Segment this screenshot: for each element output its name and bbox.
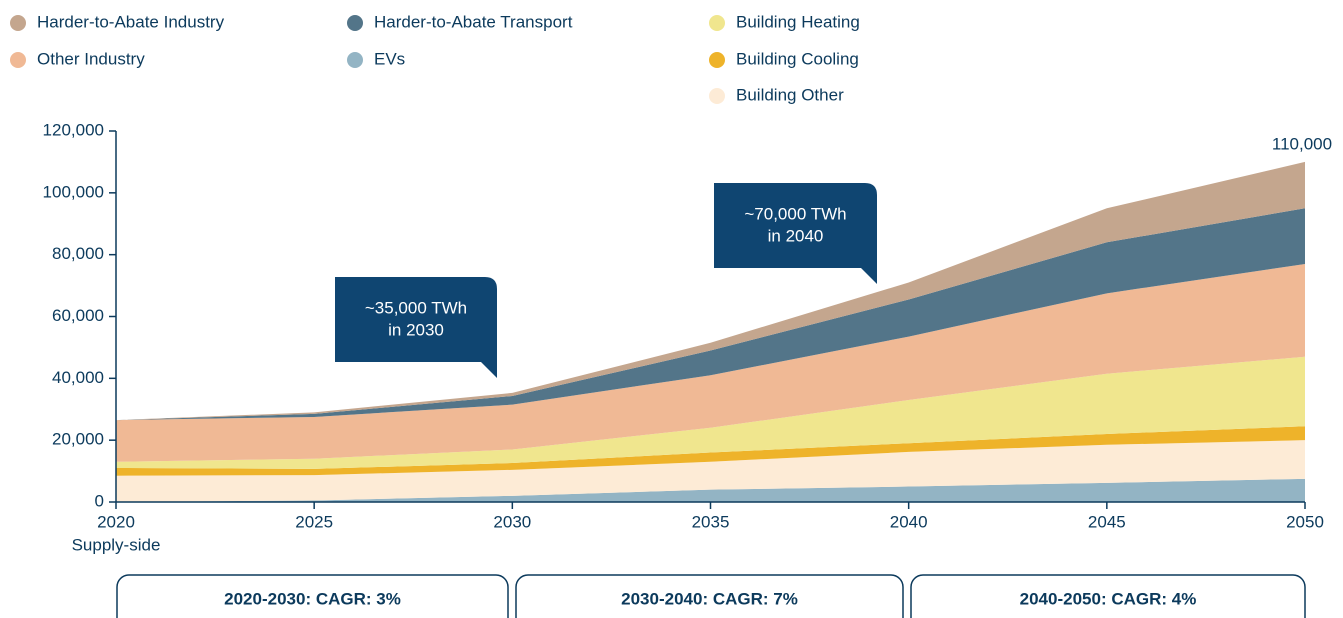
x-tick-label: 2035 [692, 512, 730, 531]
legend-label: Building Cooling [736, 49, 859, 68]
x-tick-label: 2025 [295, 512, 333, 531]
y-tick-label: 120,000 [43, 120, 104, 139]
y-tick-label: 100,000 [43, 182, 104, 201]
legend-label: Harder-to-Abate Transport [374, 12, 573, 31]
areas [116, 161, 1305, 502]
area [116, 478, 1305, 502]
callout-box [714, 183, 877, 284]
callout-text: in 2030 [388, 320, 444, 339]
area [116, 440, 1305, 502]
x-tick-label: 2040 [890, 512, 928, 531]
x-sublabel: Supply-side [72, 535, 161, 554]
area [116, 356, 1305, 469]
legend-swatch [10, 52, 26, 68]
y-tick-label: 40,000 [52, 368, 104, 387]
callout-box [335, 277, 497, 378]
legend-swatch [709, 52, 725, 68]
period-label: 2040-2050: CAGR: 4% [1020, 589, 1197, 608]
period-label: 2030-2040: CAGR: 7% [621, 589, 798, 608]
legend-swatch [709, 88, 725, 104]
x-tick-label: 2050 [1286, 512, 1324, 531]
y-tick-label: 80,000 [52, 244, 104, 263]
area [116, 426, 1305, 476]
legend-swatch [347, 15, 363, 31]
period-box [515, 574, 904, 618]
x-tick-label: 2045 [1088, 512, 1126, 531]
legend-label: Harder-to-Abate Industry [37, 12, 225, 31]
legend-label: Building Other [736, 85, 844, 104]
legend-swatch [709, 15, 725, 31]
period-label: 2020-2030: CAGR: 3% [224, 589, 401, 608]
legend-label: Other Industry [37, 49, 145, 68]
callout-text: ~70,000 TWh [744, 204, 846, 223]
y-tick-label: 0 [95, 491, 104, 510]
area [116, 263, 1305, 462]
period-box [910, 574, 1306, 618]
legend-swatch [347, 52, 363, 68]
end-label: 110,000 [1272, 134, 1332, 153]
callout-text: ~35,000 TWh [365, 298, 467, 317]
area [116, 208, 1305, 421]
period-box [116, 574, 509, 618]
y-tick-label: 20,000 [52, 430, 104, 449]
callout-text: in 2040 [768, 226, 824, 245]
legend-swatch [10, 15, 26, 31]
legend-label: Building Heating [736, 12, 860, 31]
x-tick-label: 2030 [493, 512, 531, 531]
legend-label: EVs [374, 49, 405, 68]
x-tick-label: 2020 [97, 512, 135, 531]
y-tick-label: 60,000 [52, 306, 104, 325]
